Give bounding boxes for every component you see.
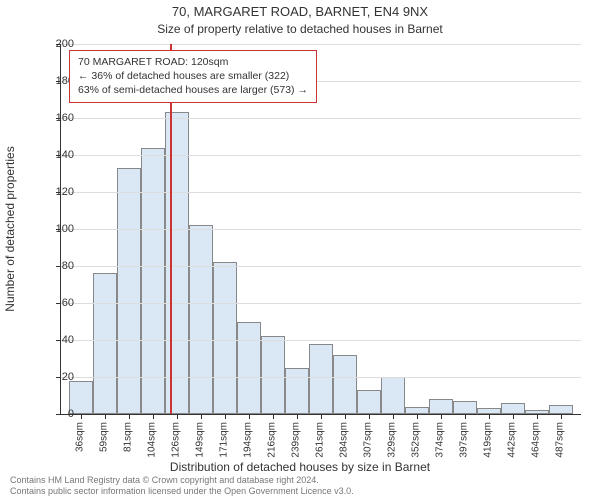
x-tick-label: 104sqm [147,422,158,458]
bar [501,403,525,414]
bar [549,405,573,414]
bar [93,273,117,414]
grid-line [61,266,581,267]
grid-line [61,118,581,119]
x-tick-label: 374sqm [435,422,446,458]
x-tick-label: 149sqm [195,422,206,458]
annotation-line-2: ← 36% of detached houses are smaller (32… [78,69,308,83]
bar [453,401,477,414]
x-tick-mark [129,414,130,419]
x-tick-mark [201,414,202,419]
x-tick-label: 352sqm [411,422,422,458]
bar [357,390,381,414]
x-tick-label: 284sqm [339,422,350,458]
chart-container: 70, MARGARET ROAD, BARNET, EN4 9NX Size … [0,0,600,500]
footer-line-2: Contains public sector information licen… [10,486,354,497]
grid-line [61,44,581,45]
y-tick-label: 100 [44,223,74,235]
x-tick-label: 464sqm [531,422,542,458]
annotation-box: 70 MARGARET ROAD: 120sqm ← 36% of detach… [69,50,317,103]
x-tick-label: 81sqm [123,422,134,452]
x-tick-mark [561,414,562,419]
x-tick-mark [465,414,466,419]
bar [165,112,189,414]
y-tick-label: 140 [44,149,74,161]
x-tick-mark [177,414,178,419]
x-tick-mark [537,414,538,419]
y-tick-label: 200 [44,38,74,50]
x-tick-label: 442sqm [507,422,518,458]
grid-line [61,192,581,193]
x-tick-label: 307sqm [363,422,374,458]
bar [309,344,333,414]
y-tick-label: 80 [44,260,74,272]
y-tick-label: 40 [44,334,74,346]
bar [285,368,309,414]
grid-line [61,155,581,156]
x-tick-mark [393,414,394,419]
x-tick-label: 194sqm [243,422,254,458]
x-tick-mark [441,414,442,419]
bar [189,225,213,414]
x-tick-label: 419sqm [483,422,494,458]
bar [405,407,429,414]
page-subtitle: Size of property relative to detached ho… [0,22,600,36]
x-tick-mark [369,414,370,419]
annotation-line-3: 63% of semi-detached houses are larger (… [78,83,308,97]
x-tick-label: 36sqm [75,422,86,452]
bar [261,336,285,414]
x-tick-mark [153,414,154,419]
x-tick-mark [489,414,490,419]
x-tick-mark [225,414,226,419]
y-tick-label: 0 [44,408,74,420]
bar [213,262,237,414]
grid-line [61,377,581,378]
x-tick-mark [81,414,82,419]
y-tick-label: 20 [44,371,74,383]
footer: Contains HM Land Registry data © Crown c… [10,475,354,497]
bar [237,322,261,415]
page-title: 70, MARGARET ROAD, BARNET, EN4 9NX [0,4,600,19]
x-tick-mark [321,414,322,419]
x-tick-label: 171sqm [219,422,230,458]
x-tick-label: 216sqm [267,422,278,458]
grid-line [61,340,581,341]
grid-line [61,303,581,304]
bar [429,399,453,414]
plot-area: 70 MARGARET ROAD: 120sqm ← 36% of detach… [60,44,581,415]
x-tick-label: 329sqm [387,422,398,458]
bar [141,148,165,414]
x-tick-mark [345,414,346,419]
x-tick-label: 397sqm [459,422,470,458]
x-tick-label: 126sqm [171,422,182,458]
annotation-line-1: 70 MARGARET ROAD: 120sqm [78,55,308,69]
x-tick-label: 239sqm [291,422,302,458]
y-tick-label: 160 [44,112,74,124]
y-tick-label: 60 [44,297,74,309]
x-tick-mark [513,414,514,419]
x-tick-mark [297,414,298,419]
grid-line [61,229,581,230]
x-tick-mark [249,414,250,419]
footer-line-1: Contains HM Land Registry data © Crown c… [10,475,354,486]
x-tick-label: 59sqm [99,422,110,452]
y-tick-label: 120 [44,186,74,198]
y-axis-label: Number of detached properties [3,146,17,311]
x-tick-mark [273,414,274,419]
bar [333,355,357,414]
x-axis-label: Distribution of detached houses by size … [0,460,600,474]
x-tick-mark [105,414,106,419]
x-tick-mark [417,414,418,419]
x-tick-label: 261sqm [315,422,326,458]
x-tick-label: 487sqm [555,422,566,458]
bar [381,377,405,414]
